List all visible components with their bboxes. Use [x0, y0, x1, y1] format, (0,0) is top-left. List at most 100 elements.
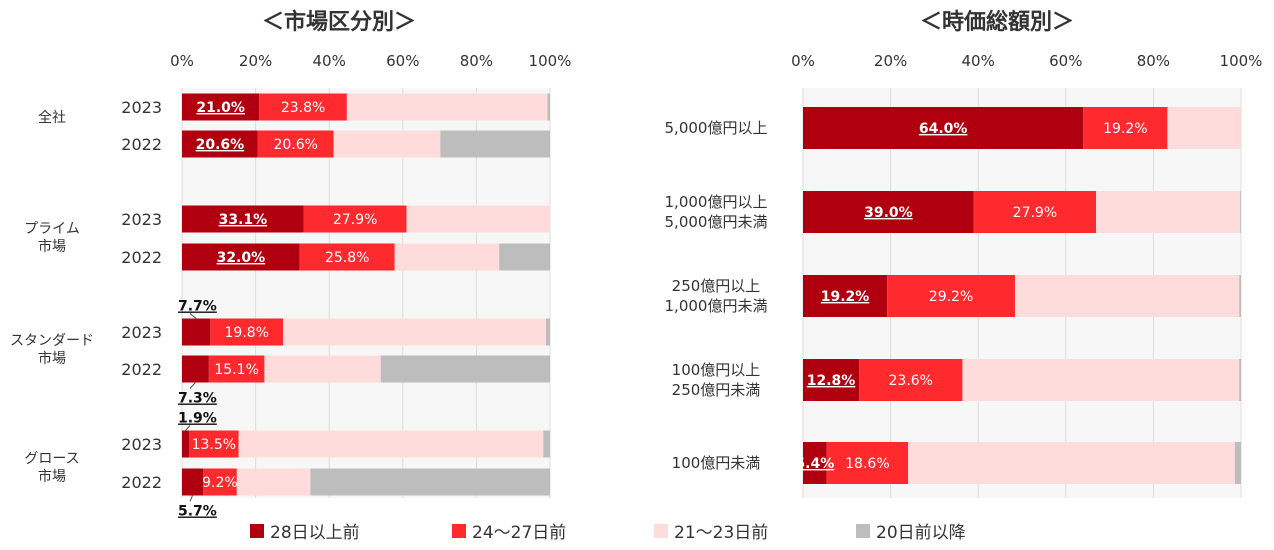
right-bar-segment [1239, 359, 1241, 401]
left-bar-segment [182, 243, 300, 271]
right-x-tick-label: 20% [874, 52, 907, 70]
left-bar-segment [202, 468, 237, 496]
right-bar-segment [803, 107, 1084, 149]
right-category-label-line: 5,000億円未満 [665, 213, 768, 231]
right-x-tick-label: 100% [1220, 52, 1263, 70]
legend-item-21-23: 21〜23日前 [654, 518, 768, 543]
right-category-label-line: 100億円未満 [672, 454, 761, 472]
left-data-label-mid: 25.8% [325, 250, 369, 266]
right-x-tick-label: 40% [962, 52, 995, 70]
left-bar-segment [182, 205, 304, 233]
left-x-tick-label: 100% [529, 52, 572, 70]
left-data-label-leader [189, 495, 193, 502]
left-data-label-early: 7.7% [178, 299, 217, 315]
right-data-label-mid: 29.2% [929, 289, 973, 305]
left-data-label-leader [189, 313, 197, 319]
left-year-label: 2022 [121, 135, 162, 154]
left-x-tick-label: 40% [313, 52, 346, 70]
right-bar-segment [859, 359, 963, 401]
left-bar-segment [182, 468, 203, 496]
right-category-label-line: 250億円未満 [672, 381, 761, 399]
right-bar-segment [1083, 107, 1168, 149]
right-bar-segment [1167, 107, 1241, 149]
left-bar-segment [259, 93, 347, 121]
left-data-label-early: 32.0% [217, 250, 266, 266]
left-bar-segment [182, 93, 260, 121]
left-year-label: 2022 [121, 360, 162, 379]
right-bar-segment [908, 442, 1235, 484]
right-category-label-line: 250億円以上 [672, 277, 761, 295]
left-data-label-mid: 15.1% [214, 362, 258, 378]
left-data-label-mid: 19.8% [225, 325, 269, 341]
right-bar-segment [1096, 191, 1241, 233]
left-data-label-early: 5.7% [178, 504, 217, 520]
legend-swatch-red [452, 523, 466, 538]
legend-item-28-plus: 28日以上前 [250, 518, 360, 543]
legend-label: 24〜27日前 [472, 523, 567, 543]
left-bar-segment [545, 318, 550, 346]
left-group-label-line: 市場 [38, 350, 66, 367]
right-data-label-early: 39.0% [864, 205, 913, 221]
left-year-label: 2022 [121, 248, 162, 267]
left-x-tick-label: 20% [239, 52, 272, 70]
left-chart-title: ＜市場区分別＞ [262, 10, 417, 35]
legend-label: 28日以上前 [270, 523, 360, 543]
left-data-label-early: 1.9% [178, 411, 217, 427]
right-category-label: 1,000億円以上 5,000億円未満 [665, 193, 768, 231]
legend-swatch-dark-red [250, 523, 264, 538]
right-category-label-line: 5,000億円以上 [665, 119, 768, 137]
right-data-label-mid: 23.6% [889, 373, 933, 389]
right-x-tick-label: 0% [791, 52, 815, 70]
left-bar-segment [547, 93, 550, 121]
right-bar-segment [973, 191, 1097, 233]
right-bar-segment [887, 275, 1015, 317]
left-group-label-line: グロース [24, 451, 79, 467]
left-bar-segment [182, 355, 209, 383]
left-data-label-mid: 27.9% [333, 212, 377, 228]
legend-item-20-after: 20日前以降 [856, 518, 966, 543]
legend-swatch-gray [856, 523, 870, 538]
right-bar-segment [1239, 275, 1241, 317]
right-bar-segment [803, 359, 860, 401]
left-bar-segment [303, 205, 407, 233]
left-bar-segment [310, 468, 550, 496]
left-bar-segment [380, 355, 550, 383]
left-data-label-leader [185, 425, 191, 431]
left-group-label: 全社 [38, 109, 66, 126]
left-bar-segment [182, 318, 211, 346]
left-bar-segment [208, 355, 265, 383]
right-data-label-mid: 18.6% [845, 456, 889, 472]
right-bar-segment [962, 359, 1240, 401]
left-group-label-line: スタンダード [10, 333, 94, 349]
right-data-label-mid: 19.2% [1103, 121, 1147, 137]
right-bar-segment [1240, 191, 1241, 233]
left-bar-segment [440, 130, 550, 158]
legend-swatch-pink [654, 523, 668, 538]
left-data-label-early: 21.0% [196, 100, 245, 116]
left-x-tick-label: 80% [460, 52, 493, 70]
left-data-label-mid: 23.8% [281, 100, 325, 116]
legend-item-24-27: 24〜27日前 [452, 518, 566, 543]
left-bar-segment [346, 93, 548, 121]
left-bar-segment [499, 243, 550, 271]
left-bar-segment [394, 243, 500, 271]
right-category-label-line: 1,000億円未満 [665, 297, 768, 315]
left-year-label: 2022 [121, 473, 162, 492]
left-group-label-line: プライム [24, 221, 80, 237]
right-category-label: 5,000億円以上 [665, 119, 768, 137]
left-bar-segment [210, 318, 284, 346]
right-bar-segment [803, 275, 888, 317]
left-group-label-line: 全社 [38, 109, 66, 126]
right-x-tick-label: 60% [1049, 52, 1082, 70]
left-bar-segment [182, 130, 258, 158]
right-category-label-line: 100億円以上 [672, 361, 761, 379]
left-group-label: スタンダード市場 [10, 333, 94, 367]
left-data-label-mid: 13.5% [192, 437, 236, 453]
left-bar-segment [182, 430, 189, 458]
left-data-label-mid: 20.6% [273, 137, 317, 153]
left-data-label-leader [189, 382, 196, 389]
right-data-label-early: 64.0% [919, 121, 968, 137]
right-data-label-early: 19.2% [821, 289, 870, 305]
left-year-label: 2023 [121, 98, 162, 117]
right-data-label-early: 12.8% [807, 373, 856, 389]
